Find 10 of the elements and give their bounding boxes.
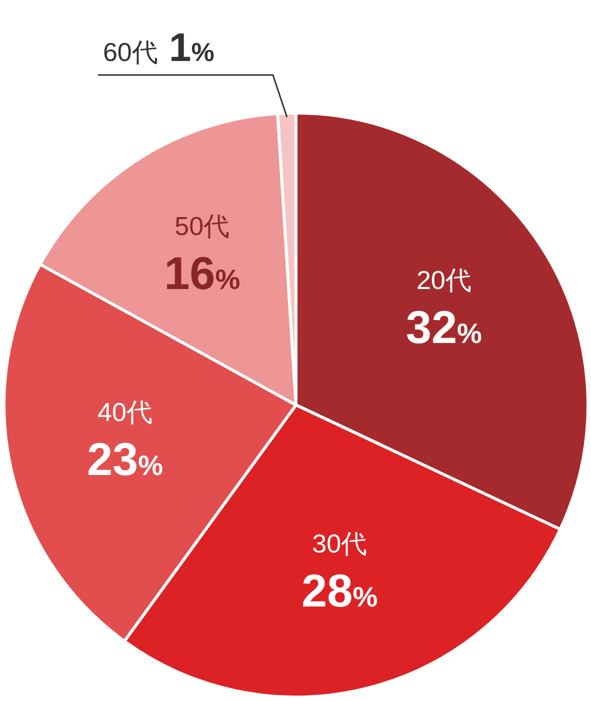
data-label: 32%: [406, 301, 482, 354]
slice-label: 50代: [174, 211, 230, 242]
data-label: 16%: [164, 247, 240, 300]
data-label: 1%: [158, 26, 214, 70]
slice-label: 40代: [98, 397, 152, 428]
data-label: 23%: [86, 433, 164, 486]
slice-label: 60代: [102, 37, 158, 67]
data-label: 28%: [302, 564, 378, 617]
slice-label: 30代: [312, 528, 368, 559]
slice-label: 20代: [416, 265, 472, 296]
